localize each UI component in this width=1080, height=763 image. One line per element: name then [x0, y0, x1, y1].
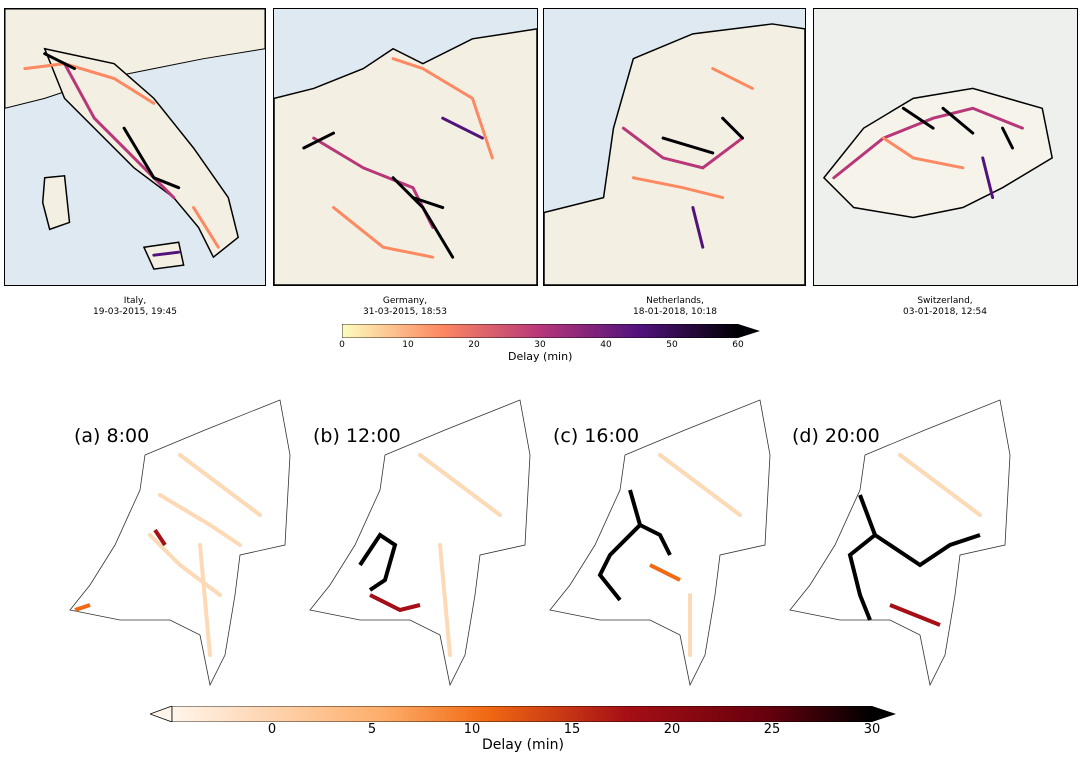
caption-switzerland: Switzerland, 03-01-2018, 12:54: [903, 296, 987, 317]
caption-netherlands: Netherlands, 18-01-2018, 10:18: [633, 296, 717, 317]
nl-map-c: [549, 399, 771, 687]
colorbar-top-tick: 20: [468, 340, 480, 350]
caption-italy: Italy, 19-03-2015, 19:45: [93, 296, 177, 317]
colorbar-bottom-tick: 25: [763, 722, 781, 737]
colorbar-top-tick: 40: [600, 340, 612, 350]
colorbar-bottom-label: Delay (min): [482, 737, 564, 753]
colorbar-bottom-tick: 20: [663, 722, 681, 737]
colorbar-top-tick: 10: [402, 340, 414, 350]
colorbar-top-tick: 50: [666, 340, 678, 350]
colorbar-bottom-tick: 10: [463, 722, 481, 737]
nl-map-a: [69, 399, 291, 687]
caption-germany: Germany, 31-03-2015, 18:53: [363, 296, 447, 317]
netherlands-map: [544, 9, 805, 285]
colorbar-bottom-tick: 0: [267, 722, 277, 737]
panel-title-c: (c) 16:00: [553, 425, 640, 447]
italy-map: [5, 9, 265, 285]
colorbar-top: [342, 324, 760, 338]
panel-title-d: (d) 20:00: [792, 425, 880, 447]
germany-map: [274, 9, 537, 285]
panel-title-a: (a) 8:00: [74, 425, 150, 447]
map-panel-italy: [4, 8, 266, 286]
colorbar-bottom-tick: 30: [863, 722, 881, 737]
colorbar-top-tick: 60: [732, 340, 744, 350]
colorbar-top-tick: 30: [534, 340, 546, 350]
colorbar-top-label: Delay (min): [508, 350, 573, 363]
panel-title-b: (b) 12:00: [313, 425, 401, 447]
nl-map-d: [789, 399, 1011, 687]
colorbar-bottom-tick: 5: [367, 722, 377, 737]
map-panel-netherlands: [543, 8, 806, 286]
switzerland-map: [814, 9, 1077, 285]
nl-map-b: [309, 399, 531, 687]
colorbar-bottom: [150, 706, 896, 722]
map-panel-switzerland: [813, 8, 1078, 286]
map-panel-germany: [273, 8, 538, 286]
colorbar-bottom-tick: 15: [563, 722, 581, 737]
colorbar-top-tick: 0: [339, 340, 345, 350]
